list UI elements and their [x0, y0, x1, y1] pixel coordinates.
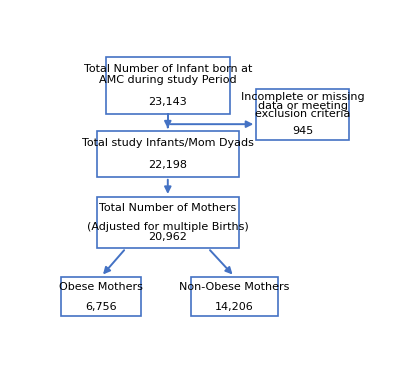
Text: Obese Mothers: Obese Mothers — [59, 282, 143, 292]
Text: 23,143: 23,143 — [148, 97, 187, 107]
FancyBboxPatch shape — [106, 57, 230, 114]
FancyBboxPatch shape — [96, 197, 239, 248]
Text: 22,198: 22,198 — [148, 160, 187, 170]
Text: data or meeting: data or meeting — [258, 101, 348, 111]
Text: 20,962: 20,962 — [148, 232, 187, 242]
Text: 14,206: 14,206 — [215, 302, 254, 312]
Text: Non-Obese Mothers: Non-Obese Mothers — [179, 282, 290, 292]
Text: Total Number of Infant born at: Total Number of Infant born at — [84, 64, 252, 74]
FancyBboxPatch shape — [61, 277, 142, 316]
Text: 6,756: 6,756 — [85, 302, 117, 312]
Text: (Adjusted for multiple Births): (Adjusted for multiple Births) — [87, 222, 249, 232]
Text: exclusion criteria: exclusion criteria — [255, 109, 350, 119]
FancyBboxPatch shape — [191, 277, 278, 316]
Text: Incomplete or missing: Incomplete or missing — [241, 92, 364, 102]
Text: 945: 945 — [292, 126, 313, 136]
Text: Total Number of Mothers: Total Number of Mothers — [99, 202, 236, 212]
Text: Total study Infants/Mom Dyads: Total study Infants/Mom Dyads — [82, 138, 254, 148]
FancyBboxPatch shape — [256, 88, 349, 140]
FancyBboxPatch shape — [96, 131, 239, 177]
Text: AMC during study Period: AMC during study Period — [99, 75, 237, 85]
